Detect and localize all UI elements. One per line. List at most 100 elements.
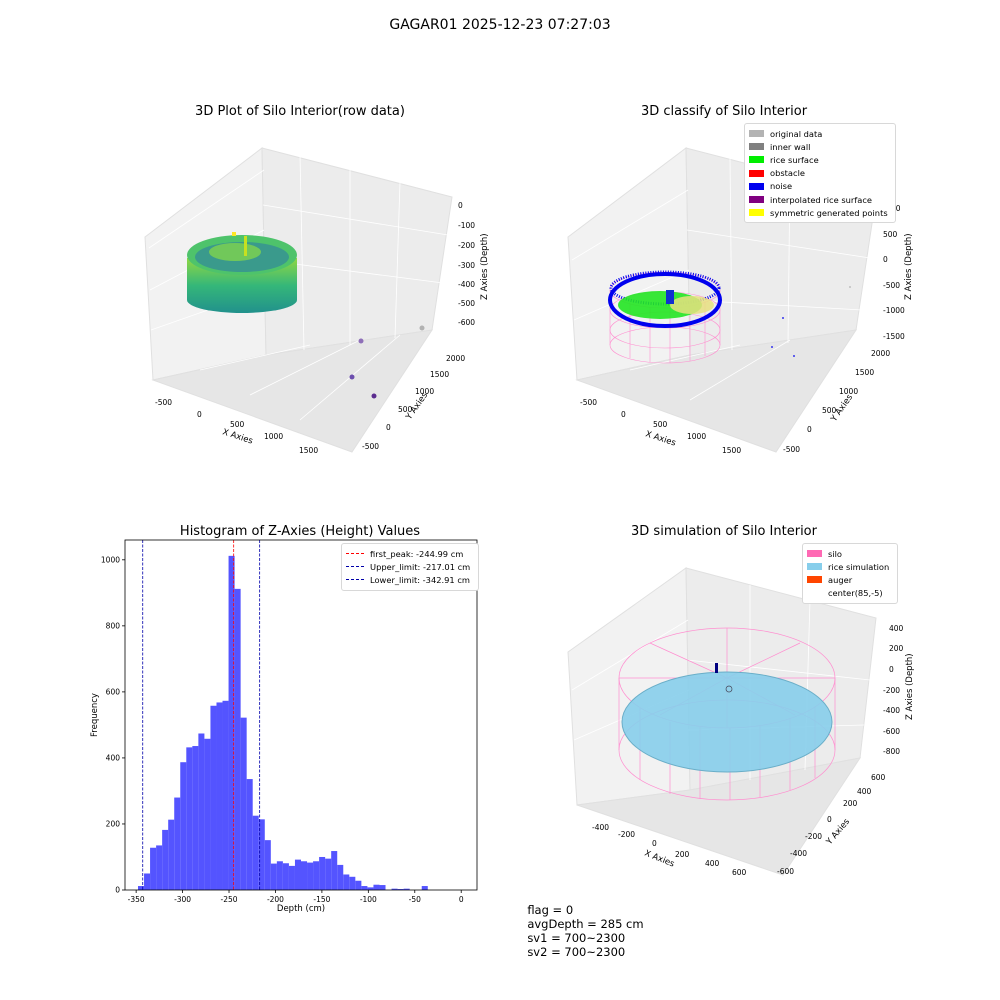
- panel2-noise-point: [793, 355, 795, 357]
- legend-swatch: [749, 169, 764, 177]
- panel3-title: Histogram of Z-Axies (Height) Values: [179, 524, 421, 539]
- panel3-legend: first_peak: -244.99 cm Upper_limit: -217…: [341, 543, 479, 591]
- panel4-auger: [715, 663, 718, 673]
- y-tick-label: 600: [106, 687, 121, 696]
- histogram-bar: [258, 819, 265, 890]
- x-tick-label: -100: [360, 895, 377, 904]
- histogram-bar: [138, 886, 145, 890]
- histogram-bar: [307, 862, 314, 890]
- histogram-bar: [234, 588, 241, 890]
- panel4-y-tick: -200: [805, 832, 822, 841]
- legend-swatch: [807, 550, 822, 558]
- panel4-z-tick: -600: [883, 727, 900, 736]
- panel2-noise-point: [782, 317, 784, 319]
- y-tick-label: 1000: [101, 555, 120, 564]
- panel3-y-label: Frequency: [90, 693, 100, 737]
- y-tick-label: 0: [115, 886, 120, 895]
- histogram-bar: [174, 797, 181, 890]
- panel4-z-label: Z Axies (Depth): [905, 653, 915, 720]
- legend-swatch: [749, 130, 764, 138]
- panel2-noise-ring: [608, 272, 722, 328]
- panel2-z-tick: 500: [883, 230, 898, 239]
- x-tick-label: -350: [128, 895, 145, 904]
- panel4-y-tick: 0: [827, 815, 832, 824]
- histogram-bar: [144, 873, 151, 890]
- panel1-3d-plot: -500 0 500 1000 1500 -500 0 500 1000 150…: [144, 147, 490, 455]
- panel2-x-tick: 1000: [687, 432, 706, 441]
- panel1-z-tick: -400: [458, 280, 475, 289]
- panel2-title: 3D classify of Silo Interior: [640, 104, 808, 119]
- histogram-bar: [313, 861, 320, 890]
- panel1-z-label: Z Axies (Depth): [480, 233, 490, 300]
- legend-swatch: [749, 182, 764, 190]
- panel1-y-tick: 500: [398, 405, 413, 414]
- panel1-outlier-point: [358, 338, 364, 344]
- panel1-x-tick: 1000: [264, 432, 283, 441]
- legend-line: [346, 553, 364, 555]
- panel3-histogram: -350 -300 -250 -200 -150 -100 -50 0 0 200 400 600 8…: [90, 539, 478, 914]
- panel4-x-tick: 0: [652, 839, 657, 848]
- panel4-title: 3D simulation of Silo Interior: [631, 524, 817, 539]
- panel2-obstacle: [666, 290, 674, 304]
- legend-item: inner wall: [749, 140, 891, 153]
- histogram-bar: [216, 702, 223, 890]
- histogram-bar: [337, 864, 344, 890]
- panel1-y-tick: 1500: [430, 370, 449, 379]
- panel2-z-tick: -1000: [883, 306, 905, 315]
- histogram-bar: [343, 874, 350, 890]
- histogram-bar: [276, 861, 283, 890]
- panel1-y-tick: 2000: [446, 354, 465, 363]
- panel2-z-label: Z Axies (Depth): [904, 233, 914, 300]
- histogram-bar: [228, 555, 235, 890]
- x-tick-label: -50: [409, 895, 421, 904]
- status-flag: flag = 0: [527, 903, 574, 917]
- panel1-outlier-point: [371, 393, 377, 399]
- status-sv1: sv1 = 700~2300: [527, 931, 626, 945]
- legend-item: auger: [807, 573, 893, 586]
- panel1-x-tick: 0: [197, 410, 202, 419]
- legend-item: symmetric generated points: [749, 206, 891, 219]
- panel1-outlier-point: [349, 374, 355, 380]
- panel1-x-tick: -500: [155, 398, 172, 407]
- panel1-z-tick: -300: [458, 261, 475, 270]
- legend-item: first_peak: -244.99 cm: [346, 547, 474, 560]
- x-tick-label: -150: [313, 895, 330, 904]
- panel4-z-tick: 400: [889, 624, 904, 633]
- histogram-bar: [403, 888, 410, 890]
- figure-title: GAGAR01 2025-12-23 07:27:03: [389, 17, 611, 33]
- panel4-z-tick: 200: [889, 644, 904, 653]
- x-tick-label: 0: [459, 895, 464, 904]
- status-avg-depth: avgDepth = 285 cm: [527, 917, 644, 931]
- y-tick-label: 400: [106, 753, 121, 762]
- x-tick-label: -300: [174, 895, 191, 904]
- histogram-bar: [186, 747, 193, 890]
- panel4-z-tick: 0: [889, 665, 894, 674]
- histogram-bar: [252, 815, 259, 890]
- panel2-y-tick: 500: [822, 406, 837, 415]
- legend-item: Upper_limit: -217.01 cm: [346, 560, 474, 573]
- histogram-bar: [180, 762, 187, 890]
- panel4-y-tick: 200: [843, 799, 858, 808]
- histogram-bar: [331, 851, 338, 890]
- histogram-bar: [391, 888, 398, 890]
- panel1-x-tick: 1500: [299, 446, 318, 455]
- panel1-z-tick: 0: [458, 201, 463, 210]
- panel4-x-tick: 600: [732, 868, 747, 877]
- panel4-y-tick: 600: [871, 773, 886, 782]
- panel2-z-tick: -500: [883, 281, 900, 290]
- legend-line: [346, 566, 364, 568]
- panel4-legend: silo rice simulation auger center(85,-5): [802, 543, 898, 604]
- legend-item: rice simulation: [807, 560, 893, 573]
- legend-item: center(85,-5): [807, 587, 893, 600]
- histogram-bar: [319, 856, 326, 890]
- legend-item: noise: [749, 180, 891, 193]
- panel1-z-tick: -100: [458, 221, 475, 230]
- panel2-x-label: X Axies: [644, 429, 677, 448]
- panel4-y-tick: 400: [857, 787, 872, 796]
- histogram-bar: [367, 887, 374, 890]
- legend-swatch: [749, 143, 764, 151]
- panel2-z-tick: 0: [883, 255, 888, 264]
- histogram-bar: [349, 876, 356, 890]
- histogram-bar: [282, 863, 289, 890]
- legend-swatch: [749, 196, 764, 204]
